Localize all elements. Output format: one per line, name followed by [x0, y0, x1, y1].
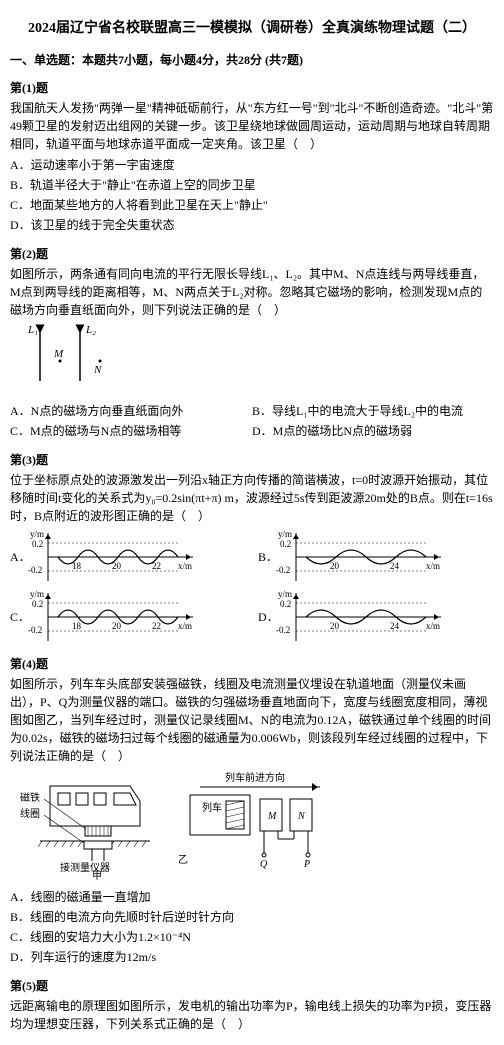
ylabel: y/m: [30, 529, 44, 539]
q1-opt-b: B．轨道半径大于"静止"在赤道上空的同步卫星: [10, 176, 494, 194]
page-title: 2024届辽宁省名校联盟高三一模模拟（调研卷）全真演练物理试题（二）: [10, 18, 494, 39]
q5-text: 远距离输电的原理图如图所示，发电机的输出功率为P，输电线上损失的功率为P损，变压…: [10, 997, 494, 1033]
ymax: 0.2: [280, 599, 291, 609]
q4-figure: 磁铁 线圈 接测量仪器 甲 列车前进方向 列车 M N: [10, 771, 494, 881]
q2-figure: L₁ L₂ M N: [10, 321, 494, 401]
ylabel: y/m: [278, 529, 292, 539]
label-l2: L₂: [85, 324, 96, 336]
q1-opt-a: A．运动速率小于第一宇宙速度: [10, 156, 494, 174]
waveform-a-icon: y/m x/m 0.2 -0.2 18 20 22: [28, 529, 198, 585]
waveform-d-icon: y/m x/m 0.2 -0.2 20 24: [276, 589, 446, 645]
label-l1: L₁: [27, 324, 38, 336]
q2-opt-a: A．N点的磁场方向垂直纸面向外: [10, 402, 252, 420]
tick: 20: [112, 561, 122, 571]
ymax: 0.2: [32, 599, 43, 609]
q2-number: 第(2)题: [10, 245, 494, 263]
label-jia: 甲: [92, 871, 102, 881]
label-train: 列车: [202, 801, 222, 814]
tick: 20: [330, 621, 340, 631]
ymin: -0.2: [276, 625, 290, 635]
label-meter: 接测量仪器: [60, 861, 110, 874]
q1-text: 我国航天人发扬"两弹一星"精神砥砺前行，从"东方红一号"到"北斗"不断创造奇迹。…: [10, 99, 494, 153]
ylabel: y/m: [30, 589, 44, 599]
tick: 24: [390, 621, 400, 631]
q2-options: A．N点的磁场方向垂直纸面向外 B．导线L₁中的电流大于导线L₂中的电流 C．M…: [10, 401, 494, 441]
q3-opt-a-label: A．: [10, 548, 28, 566]
ymax: 0.2: [32, 539, 43, 549]
ymin: -0.2: [276, 565, 290, 575]
label-m: M: [267, 811, 277, 822]
section-header: 一、单选题：本题共7小题，每小题4分，共28分 (共7题): [10, 51, 494, 69]
ymin: -0.2: [28, 565, 42, 575]
xlabel: x/m: [178, 561, 192, 571]
waveform-c-icon: y/m x/m 0.2 -0.2 18 20 22: [28, 589, 198, 645]
q4-options: A．线圈的磁通量一直增加 B．线圈的电流方向先顺时针后逆时针方向 C．线圈的安培…: [10, 887, 494, 967]
q2-opt-b: B．导线L₁中的电流大于导线L₂中的电流: [252, 402, 494, 420]
wires-diagram-icon: L₁ L₂ M N: [10, 321, 120, 401]
q3-number: 第(3)题: [10, 451, 494, 469]
xlabel: x/m: [426, 621, 440, 631]
xlabel: x/m: [426, 561, 440, 571]
tick: 20: [330, 561, 340, 571]
q4-opt-a: A．线圈的磁通量一直增加: [10, 888, 494, 906]
q4-opt-c: C．线圈的安培力大小为1.2×10⁻⁴N: [10, 928, 494, 946]
q1-opt-c: C．地面某些地方的人将看到此卫星在天上"静止": [10, 196, 494, 214]
q2-text: 如图所示，两条通有同向电流的平行无限长导线L₁、L₂。其中M、N点连线与两导线垂…: [10, 265, 494, 319]
q2-opt-c: C．M点的磁场与N点的磁场相等: [10, 422, 252, 440]
q1-options: A．运动速率小于第一宇宙速度 B．轨道半径大于"静止"在赤道上空的同步卫星 C．…: [10, 155, 494, 235]
train-diagram-side-icon: 磁铁 线圈 接测量仪器 甲: [10, 771, 160, 881]
waveform-b-icon: y/m x/m 0.2 -0.2 20 24: [276, 529, 446, 585]
tick: 22: [152, 621, 161, 631]
q3-opt-c-label: C．: [10, 608, 28, 626]
q4-opt-b: B．线圈的电流方向先顺时针后逆时针方向: [10, 908, 494, 926]
label-magnet: 磁铁: [20, 791, 40, 804]
tick: 18: [72, 561, 82, 571]
label-q: Q: [260, 859, 268, 870]
tick: 24: [390, 561, 400, 571]
label-direction: 列车前进方向: [225, 771, 285, 784]
q5-number: 第(5)题: [10, 977, 494, 995]
label-n: N: [297, 811, 306, 822]
q4-number: 第(4)题: [10, 655, 494, 673]
q3-waveforms: A． y/m x/m 0.2 -0.2 18 20 22 B． y/m: [10, 529, 494, 645]
tick: 22: [152, 561, 161, 571]
q3-opt-b-label: B．: [258, 548, 276, 566]
tick: 20: [112, 621, 122, 631]
q1-opt-d: D．该卫星的线于完全失重状态: [10, 216, 494, 234]
q3-text: 位于坐标原点处的波源激发出一列沿x轴正方向传播的简谐横波，t=0时波源开始振动，…: [10, 471, 494, 525]
ylabel: y/m: [278, 589, 292, 599]
q1-number: 第(1)题: [10, 79, 494, 97]
train-diagram-top-icon: 列车前进方向 列车 M N Q P 乙: [170, 771, 340, 881]
q4-text: 如图所示，列车车头底部安装强磁铁，线圈及电流测量仪埋设在轨道地面（测量仪未画出）…: [10, 675, 494, 765]
label-m: M: [53, 348, 64, 360]
ymin: -0.2: [28, 625, 42, 635]
label-p: P: [303, 859, 310, 870]
label-n: N: [93, 364, 102, 376]
label-yi: 乙: [178, 854, 188, 866]
q3-opt-d-label: D．: [258, 608, 276, 626]
label-coil: 线圈: [20, 807, 40, 820]
tick: 18: [72, 621, 82, 631]
xlabel: x/m: [178, 621, 192, 631]
q2-opt-d: D．M点的磁场比N点的磁场弱: [252, 422, 494, 440]
q4-opt-d: D．列车运行的速度为12m/s: [10, 948, 494, 966]
ymax: 0.2: [280, 539, 291, 549]
